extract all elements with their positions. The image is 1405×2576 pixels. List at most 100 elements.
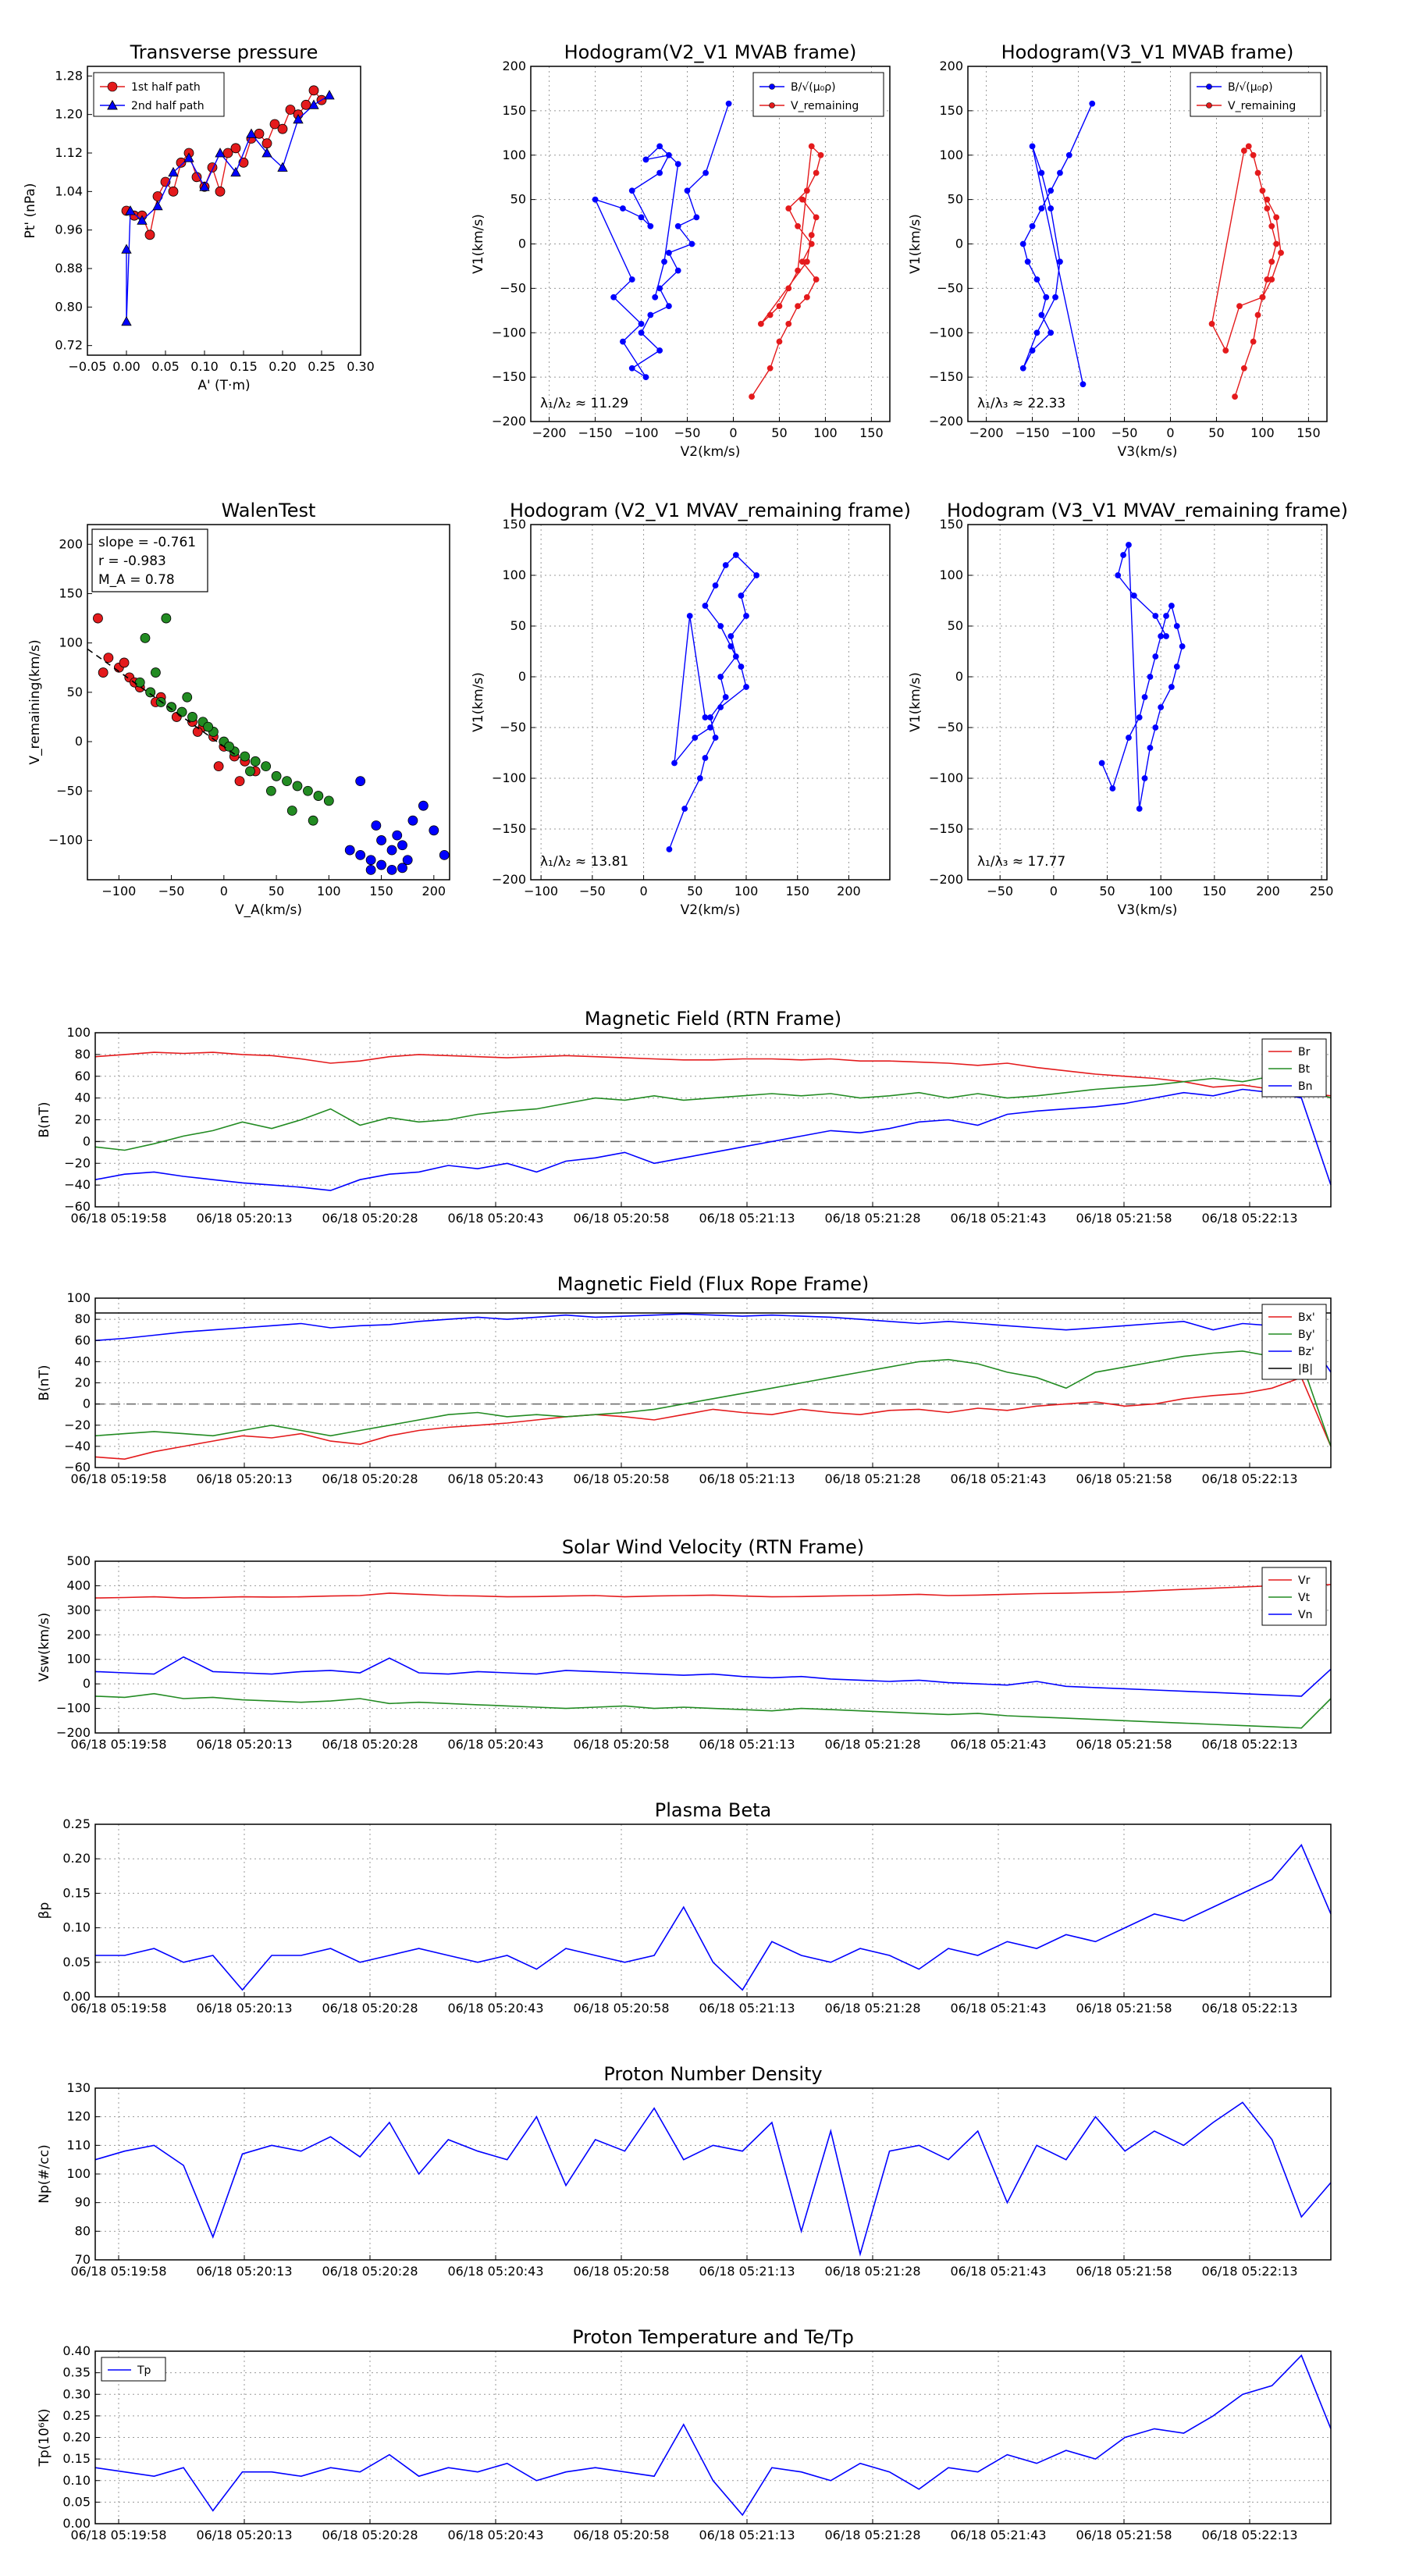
hodo2-legend-marker (1206, 102, 1212, 109)
beta-xtick-label: 06/18 05:20:58 (573, 2001, 669, 2016)
hodo1-ytick-label: 150 (502, 103, 526, 118)
hodo4-series-0-point (1158, 704, 1165, 710)
walen-ytick-label: −50 (56, 783, 83, 798)
bfield_rtn-title: Magnetic Field (RTN Frame) (585, 1008, 841, 1030)
temperature-ytick-label: 0.35 (62, 2365, 91, 2380)
bfield_rtn-xtick-label: 06/18 05:21:43 (950, 1211, 1046, 1226)
hodo3-series-0-point (722, 694, 729, 700)
density-ytick-label: 120 (66, 2109, 91, 2124)
hodo4-series-0-point (1163, 633, 1169, 639)
pressure-ytick-label: 0.72 (55, 338, 83, 353)
walen-series-1-point (265, 785, 276, 796)
walen-ytick-label: 150 (59, 585, 83, 600)
hodo3-series-0-point (727, 633, 735, 639)
velocity-xtick-label: 06/18 05:21:28 (824, 1737, 920, 1752)
beta-series-betap-line (95, 1843, 1332, 1991)
hodo4-series-0-point (1098, 760, 1105, 767)
hodo4-ytick-label: 50 (948, 618, 963, 633)
temperature-xtick-label: 06/18 05:22:13 (1201, 2528, 1297, 2542)
velocity-ytick-label: 300 (66, 1603, 91, 1617)
walen-series-2-point (376, 835, 386, 845)
hodo4-xtick-label: 0 (1050, 884, 1058, 898)
walen-series-1-point (286, 806, 297, 816)
hodo3-series-0-point (732, 552, 739, 558)
hodo2-series-1-point (1268, 276, 1275, 283)
pressure-series-1-point (125, 205, 136, 215)
hodo1-series-1-point (803, 258, 810, 265)
temperature-title: Proton Temperature and Te/Tp (572, 2326, 854, 2348)
pressure-series-1-point (215, 148, 226, 158)
hodo3-title: Hodogram (V2_V1 MVAV_remaining frame) (510, 500, 911, 521)
walen-series-2-point (439, 850, 450, 860)
hodo2-series-1-point (1268, 222, 1275, 229)
hodo3-series-0-point (702, 755, 709, 761)
beta-xtick-label: 06/18 05:21:58 (1076, 2001, 1172, 2016)
hodo2-ytick-label: 200 (939, 59, 963, 73)
bfield_rtn-ytick-label: 0 (83, 1133, 91, 1148)
hodo1-legend-label: B/√(μ₀ρ) (791, 81, 836, 94)
velocity-ytick-label: 0 (83, 1676, 91, 1691)
beta-frame (94, 1823, 1332, 1998)
hodo3-ytick-label: 50 (510, 618, 526, 633)
hodo4-title: Hodogram (V3_V1 MVAV_remaining frame) (947, 500, 1348, 521)
hodo4-series-0-point (1152, 613, 1159, 619)
hodo3-series-0-point (727, 643, 735, 649)
hodo3-ytick-label: −150 (492, 821, 526, 836)
hodo4-series-0-point (1163, 613, 1169, 619)
hodo4-series-0-point (1126, 735, 1132, 741)
velocity-xtick-label: 06/18 05:20:28 (322, 1737, 418, 1752)
pressure-xtick-label: 0.25 (308, 359, 336, 374)
beta-ytick-label: 0.00 (62, 1989, 91, 2004)
temperature-series-tp-line (94, 2354, 1332, 2517)
velocity-ytick-label: 500 (66, 1553, 91, 1568)
hodo2-series-0-point (1019, 365, 1026, 372)
hodo1-series-1-point (795, 303, 801, 310)
temperature-ytick-label: 0.20 (62, 2430, 91, 2445)
hodo3-series-0-point (743, 684, 749, 690)
hodo1-ytick-label: 200 (502, 59, 526, 73)
velocity-series-vt-line (94, 1692, 1332, 1729)
hodo2-series-0-point (1065, 151, 1072, 158)
hodo3-series-0-point (707, 714, 713, 720)
velocity-ytick-label: 100 (66, 1652, 91, 1667)
hodo4-series-0-point (1179, 643, 1186, 649)
temperature-xtick-label: 06/18 05:21:43 (950, 2528, 1046, 2542)
hodo1-series-0-point (674, 267, 681, 274)
hodo1-legend-box (752, 72, 884, 117)
hodo1-ytick-label: 100 (502, 148, 526, 162)
density-xtick-label: 06/18 05:21:58 (1076, 2264, 1172, 2279)
density-xtick-label: 06/18 05:20:28 (322, 2264, 418, 2279)
hodo3-xtick-label: 150 (785, 884, 809, 898)
hodo4-xtick-label: 100 (1149, 884, 1173, 898)
hodo1-series-0-point (656, 143, 663, 150)
bfield_rtn-xtick-label: 06/18 05:20:28 (322, 1211, 418, 1226)
hodo3-series-0-point (712, 735, 719, 741)
hodo1-series-0-point (666, 303, 672, 310)
beta-xtick-label: 06/18 05:21:43 (950, 2001, 1046, 2016)
bfield_fr-ytick-label: 40 (75, 1354, 91, 1368)
hodo3-series-0-point (702, 714, 709, 720)
hodo1-series-1-point (795, 267, 801, 274)
hodo2-series-1-point (1259, 294, 1266, 301)
hodo2-series-0-point (1033, 329, 1040, 336)
pressure-xtick-label: −0.05 (68, 359, 106, 374)
density-xtick-label: 06/18 05:21:43 (950, 2264, 1046, 2279)
hodo3-series-0-point (671, 760, 678, 767)
pressure-series-0-point (144, 229, 155, 240)
beta-xtick-label: 06/18 05:21:28 (824, 2001, 920, 2016)
bfield_fr-xtick-label: 06/18 05:22:13 (1201, 1471, 1297, 1486)
hodo2-series-0-point (1048, 329, 1055, 336)
walen-series-1-point (282, 776, 292, 787)
hodo1-xtick-label: −50 (674, 425, 701, 440)
hodo2-ytick-label: 50 (948, 192, 963, 207)
bfield_fr-xtick-label: 06/18 05:21:58 (1076, 1471, 1172, 1486)
hodo1-series-1-point (757, 320, 764, 327)
hodo2-ytick-label: −150 (929, 369, 963, 384)
temperature-ytick-label: 0.00 (62, 2516, 91, 2531)
hodo2-xtick-label: 50 (1208, 425, 1224, 440)
density-xtick-label: 06/18 05:20:13 (196, 2264, 292, 2279)
bfield_rtn-ylabel: B(nT) (37, 1101, 52, 1137)
velocity-xtick-label: 06/18 05:21:58 (1076, 1737, 1172, 1752)
hodo2-series-1-point (1268, 258, 1275, 265)
